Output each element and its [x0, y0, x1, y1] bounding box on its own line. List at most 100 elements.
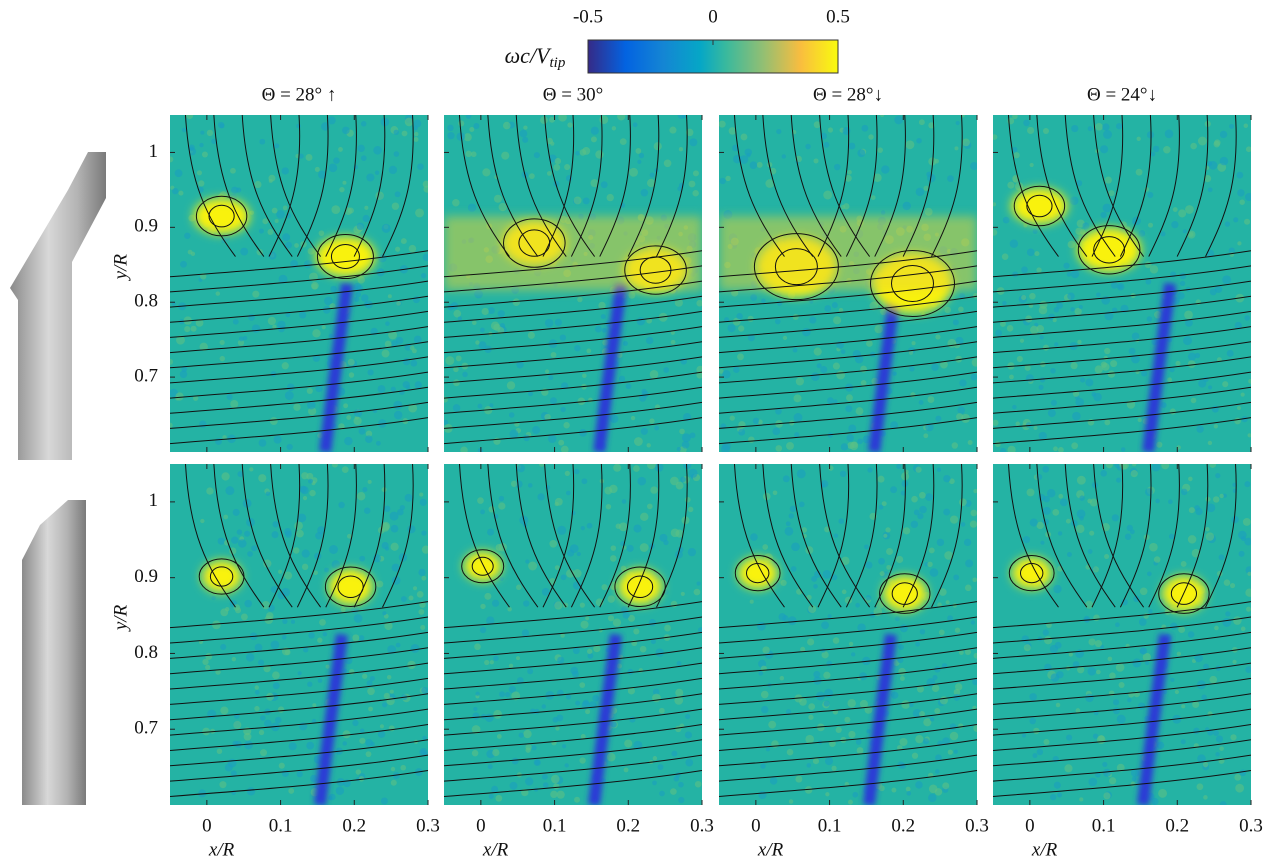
- streamline: [1119, 464, 1152, 608]
- speckle: [1229, 582, 1236, 589]
- speckle: [823, 700, 830, 707]
- speckle: [1029, 292, 1036, 300]
- speckle: [1057, 792, 1062, 798]
- speckle: [262, 218, 269, 225]
- speckle: [936, 467, 942, 472]
- speckle: [902, 527, 911, 535]
- speckle: [859, 672, 868, 681]
- speckle: [849, 441, 859, 451]
- speckle: [205, 664, 211, 670]
- speckle: [329, 793, 336, 801]
- speckle: [297, 513, 307, 523]
- speckle: [1104, 176, 1112, 184]
- speckle: [324, 296, 333, 306]
- streamline: [993, 280, 1251, 308]
- speckle: [385, 546, 390, 551]
- speckle: [936, 538, 945, 547]
- speckle: [375, 191, 384, 200]
- speckle: [592, 694, 600, 702]
- speckle: [1169, 367, 1175, 373]
- speckle: [365, 430, 373, 437]
- speckle: [792, 347, 798, 353]
- speckle: [352, 634, 360, 642]
- speckle: [1087, 667, 1096, 676]
- speckle: [258, 439, 267, 447]
- speckle: [522, 136, 529, 143]
- speckle: [277, 706, 285, 713]
- speckle: [523, 600, 530, 607]
- speckle: [248, 313, 256, 321]
- speckle: [488, 793, 494, 799]
- speckle: [972, 577, 977, 583]
- speckle: [404, 117, 414, 127]
- speckle: [680, 591, 685, 596]
- speckle: [973, 652, 977, 659]
- speckle: [290, 619, 296, 624]
- speckle: [886, 548, 894, 556]
- speckle: [1230, 734, 1237, 741]
- speckle: [365, 435, 373, 443]
- speckle: [499, 576, 504, 581]
- speckle: [684, 731, 692, 739]
- speckle: [913, 509, 920, 516]
- speckle: [357, 144, 365, 153]
- speckle: [397, 508, 404, 516]
- speckle: [654, 464, 664, 472]
- speckle: [1115, 622, 1120, 628]
- speckle: [553, 164, 561, 171]
- speckle: [955, 683, 963, 691]
- streamline: [656, 464, 688, 608]
- speckle: [1071, 442, 1079, 450]
- speckle: [915, 735, 924, 744]
- speckle: [869, 301, 879, 311]
- speckle: [892, 371, 897, 376]
- speckle: [919, 710, 925, 717]
- x-tick-label: 0.1: [543, 815, 567, 836]
- speckle: [638, 152, 645, 159]
- speckle: [994, 441, 1001, 448]
- speckle: [1208, 385, 1213, 390]
- speckle: [579, 602, 586, 608]
- speckle: [586, 348, 592, 354]
- speckle: [972, 678, 977, 686]
- speckle: [909, 366, 915, 372]
- speckle: [273, 435, 282, 444]
- speckle: [357, 276, 365, 284]
- speckle: [813, 121, 821, 129]
- speckle: [778, 613, 787, 621]
- speckle: [226, 393, 233, 400]
- wake: [1137, 633, 1171, 805]
- speckle: [366, 680, 373, 687]
- speckle: [1238, 530, 1247, 540]
- streamline: [461, 549, 505, 584]
- speckle: [486, 616, 495, 625]
- speckle: [877, 475, 885, 483]
- speckle: [901, 700, 911, 709]
- speckle: [928, 793, 937, 803]
- speckle: [1066, 734, 1073, 741]
- speckle: [588, 397, 593, 403]
- speckle: [1024, 364, 1031, 371]
- speckle: [1098, 735, 1105, 742]
- speckle: [281, 362, 289, 370]
- speckle: [790, 566, 797, 572]
- speckle: [395, 246, 401, 252]
- speckle: [331, 560, 341, 569]
- speckle: [633, 628, 640, 635]
- speckle: [382, 611, 387, 616]
- speckle: [923, 718, 932, 727]
- streamline: [170, 401, 428, 429]
- speckle: [607, 615, 615, 622]
- speckle: [1011, 146, 1018, 153]
- streamline: [170, 616, 428, 644]
- speckle: [1025, 422, 1032, 428]
- speckle: [954, 627, 961, 633]
- speckle: [389, 511, 399, 521]
- speckle: [544, 318, 554, 328]
- streamline: [325, 115, 357, 257]
- speckle: [421, 545, 428, 554]
- speckle: [1070, 269, 1080, 279]
- speckle: [360, 121, 367, 127]
- speckle: [781, 154, 787, 159]
- speckle: [254, 685, 259, 690]
